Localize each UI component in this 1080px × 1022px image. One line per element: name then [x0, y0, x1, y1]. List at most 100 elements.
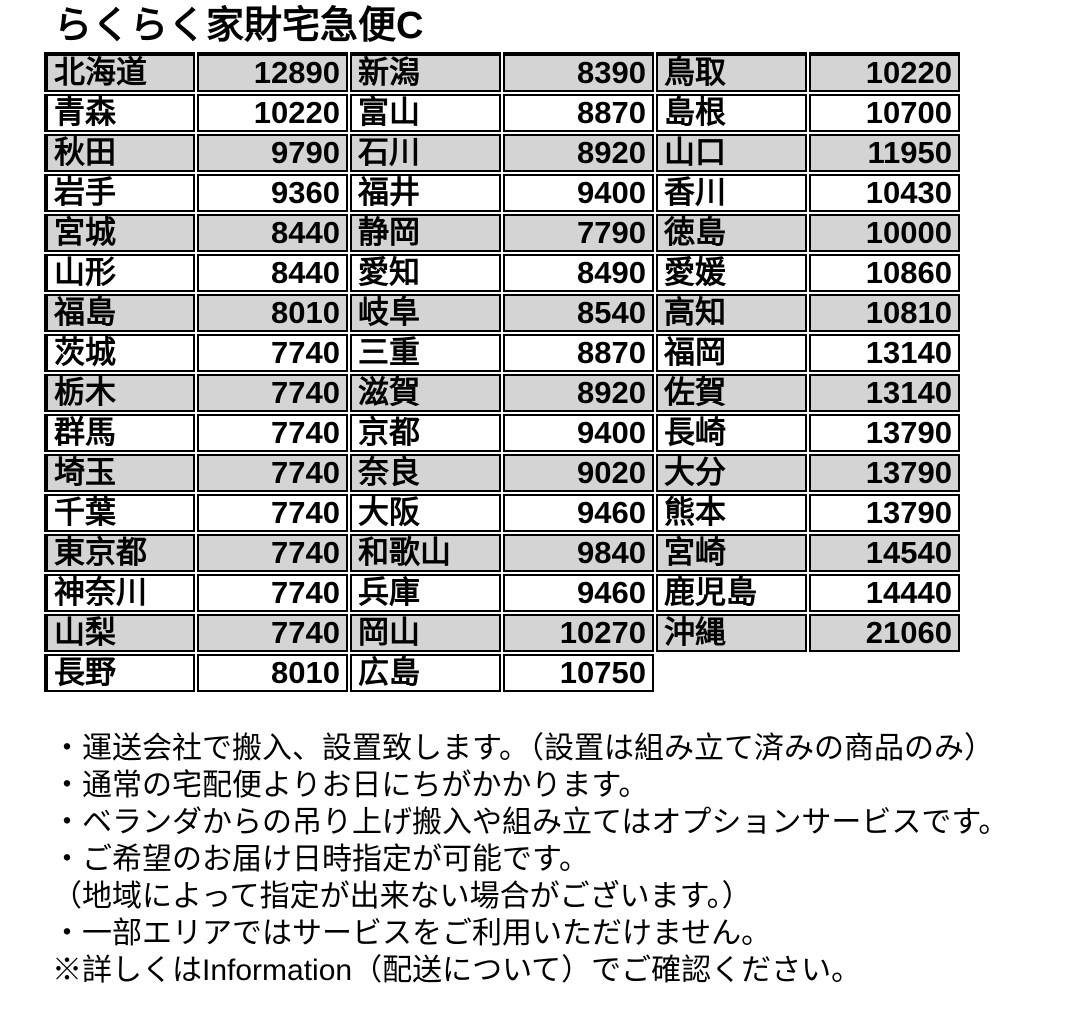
prefecture-cell: 宮崎: [656, 534, 807, 572]
fee-table-row: 埼玉 7740 奈良 9020 大分 13790: [44, 454, 960, 492]
prefecture-cell: 三重: [350, 334, 501, 372]
fee-cell: 10430: [809, 174, 960, 212]
fee-cell: 14440: [809, 574, 960, 612]
fee-cell: 7740: [197, 494, 348, 532]
prefecture-cell: 奈良: [350, 454, 501, 492]
prefecture-cell: 鳥取: [656, 52, 807, 92]
fee-cell: 8920: [503, 374, 654, 412]
prefecture-cell: 大阪: [350, 494, 501, 532]
prefecture-cell: 神奈川: [44, 574, 195, 612]
prefecture-cell: 山口: [656, 134, 807, 172]
prefecture-cell: 愛知: [350, 254, 501, 292]
prefecture-cell: 栃木: [44, 374, 195, 412]
fee-table-row: 神奈川 7740 兵庫 9460 鹿児島 14440: [44, 574, 960, 612]
fee-cell: 14540: [809, 534, 960, 572]
prefecture-cell: 山形: [44, 254, 195, 292]
fee-cell: 7740: [197, 454, 348, 492]
prefecture-cell: 北海道: [44, 52, 195, 92]
fee-table-row: 茨城 7740 三重 8870 福岡 13140: [44, 334, 960, 372]
prefecture-cell: 京都: [350, 414, 501, 452]
prefecture-cell: 愛媛: [656, 254, 807, 292]
fee-cell: 7790: [503, 214, 654, 252]
prefecture-cell: 岡山: [350, 614, 501, 652]
prefecture-cell: 新潟: [350, 52, 501, 92]
prefecture-cell: 富山: [350, 94, 501, 132]
prefecture-cell: 長野: [44, 654, 195, 692]
prefecture-cell: 青森: [44, 94, 195, 132]
fee-cell: 9460: [503, 574, 654, 612]
fee-cell: 9790: [197, 134, 348, 172]
fee-table-row: 秋田 9790 石川 8920 山口 11950: [44, 134, 960, 172]
fee-table-body: 北海道 12890 新潟 8390 鳥取 10220 青森 10220 富山 8870 島根 1070…: [44, 52, 960, 692]
fee-table-row: 北海道 12890 新潟 8390 鳥取 10220: [44, 52, 960, 92]
fee-cell: 8870: [503, 334, 654, 372]
prefecture-cell: 茨城: [44, 334, 195, 372]
fee-cell: 10700: [809, 94, 960, 132]
fee-table-row: 宮城 8440 静岡 7790 徳島 10000: [44, 214, 960, 252]
fee-table-row: 岩手 9360 福井 9400 香川 10430: [44, 174, 960, 212]
fee-cell: 13790: [809, 414, 960, 452]
fee-cell: 10750: [503, 654, 654, 692]
prefecture-cell: 秋田: [44, 134, 195, 172]
note-line: ・ご希望のお届け日時指定が可能です。: [52, 843, 589, 876]
fee-cell: 8540: [503, 294, 654, 332]
fee-table-row: 東京都 7740 和歌山 9840 宮崎 14540: [44, 534, 960, 572]
fee-cell: 8390: [503, 52, 654, 92]
fee-cell: 9400: [503, 414, 654, 452]
notes-section: ・運送会社で搬入、設置致します。（設置は組み立て済みの商品のみ） ・通常の宅配便よ…: [52, 730, 1080, 989]
empty-cell: [809, 654, 960, 692]
prefecture-cell: 大分: [656, 454, 807, 492]
prefecture-cell: 埼玉: [44, 454, 195, 492]
fee-cell: 10270: [503, 614, 654, 652]
prefecture-cell: 石川: [350, 134, 501, 172]
fee-cell: 11950: [809, 134, 960, 172]
prefecture-cell: 長崎: [656, 414, 807, 452]
prefecture-cell: 滋賀: [350, 374, 501, 412]
fee-cell: 9460: [503, 494, 654, 532]
prefecture-cell: 鹿児島: [656, 574, 807, 612]
fee-cell: 7740: [197, 534, 348, 572]
note-line: ・一部エリアではサービスをご利用いただけません。: [52, 917, 772, 950]
note-line: ※詳しくはInformation（配送について）でご確認ください。: [52, 954, 862, 987]
note-line: ・運送会社で搬入、設置致します。（設置は組み立て済みの商品のみ）: [52, 732, 994, 765]
prefecture-cell: 福井: [350, 174, 501, 212]
fee-cell: 13790: [809, 494, 960, 532]
fee-cell: 10220: [197, 94, 348, 132]
fee-cell: 21060: [809, 614, 960, 652]
prefecture-cell: 香川: [656, 174, 807, 212]
fee-cell: 7740: [197, 414, 348, 452]
fee-table-row: 山形 8440 愛知 8490 愛媛 10860: [44, 254, 960, 292]
fee-table-row: 長野 8010 広島 10750: [44, 654, 960, 692]
fee-cell: 8010: [197, 294, 348, 332]
fee-cell: 10000: [809, 214, 960, 252]
fee-cell: 10810: [809, 294, 960, 332]
note-line: （地域によって指定が出来ない場合がございます。）: [52, 880, 752, 913]
fee-cell: 8490: [503, 254, 654, 292]
fee-table-row: 青森 10220 富山 8870 島根 10700: [44, 94, 960, 132]
fee-cell: 8440: [197, 214, 348, 252]
fee-cell: 9020: [503, 454, 654, 492]
note-line: ・通常の宅配便よりお日にちがかかります。: [52, 769, 649, 802]
prefecture-cell: 山梨: [44, 614, 195, 652]
prefecture-cell: 広島: [350, 654, 501, 692]
fee-cell: 7740: [197, 574, 348, 612]
prefecture-cell: 岐阜: [350, 294, 501, 332]
fee-table-row: 福島 8010 岐阜 8540 高知 10810: [44, 294, 960, 332]
fee-cell: 10860: [809, 254, 960, 292]
prefecture-cell: 静岡: [350, 214, 501, 252]
fee-cell: 8920: [503, 134, 654, 172]
fee-cell: 9360: [197, 174, 348, 212]
fee-cell: 7740: [197, 614, 348, 652]
fee-cell: 10220: [809, 52, 960, 92]
prefecture-cell: 群馬: [44, 414, 195, 452]
prefecture-cell: 岩手: [44, 174, 195, 212]
fee-cell: 13140: [809, 374, 960, 412]
prefecture-cell: 福岡: [656, 334, 807, 372]
fee-table-row: 山梨 7740 岡山 10270 沖縄 21060: [44, 614, 960, 652]
prefecture-cell: 和歌山: [350, 534, 501, 572]
note-line: ・ベランダからの吊り上げ搬入や組み立てはオプションサービスです。: [52, 806, 1009, 839]
page-title: らくらく家財宅急便C: [54, 5, 424, 47]
fee-cell: 13790: [809, 454, 960, 492]
prefecture-cell: 東京都: [44, 534, 195, 572]
